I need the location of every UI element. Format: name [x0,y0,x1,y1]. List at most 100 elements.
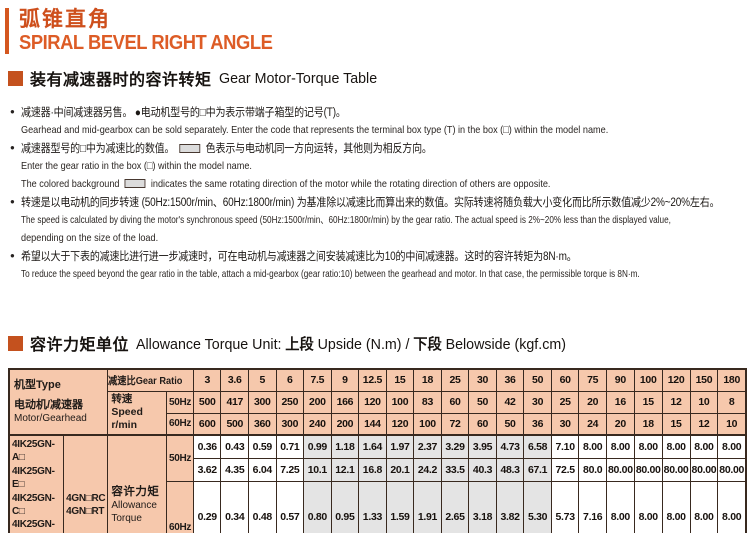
speed-label-unit: r/min [111,419,138,432]
table-cell: 16 [605,390,635,414]
table-cell: 8.00 [578,434,607,459]
table-cell: 1.64 [358,434,387,459]
table-cell: 2.65 [440,480,470,533]
allowance-torque-label-cn: 容许力矩 [111,485,160,498]
table-cell: 3.95 [468,434,497,459]
table-cell: 83 [413,390,442,414]
table-cell: 1.59 [385,480,415,533]
page-title-en: SPIRAL BEVEL RIGHT ANGLE [19,32,273,54]
table-cell: 80.00 [605,457,635,482]
table-cell: 4.73 [495,434,525,459]
table-cell: 15 [385,368,415,392]
table-cell: 90 [605,368,635,392]
table-cell: 80.00 [661,457,691,482]
table-cell: 30 [523,390,552,414]
table-cell: 8.00 [633,480,663,533]
table-cell: 5 [248,368,277,392]
table-cell: 600 [192,412,222,436]
table-cell: 8.00 [689,434,719,459]
table-cell: 300 [275,412,305,436]
table-cell: 8.00 [605,480,635,533]
table-cell: 1.18 [330,434,360,459]
table-cell: 120 [661,368,691,392]
table-cell: 48.3 [495,457,525,482]
table-cell: 72 [440,412,470,436]
torque-60hz-nm-row: 60Hz 0.29 0.34 0.48 0.57 0.80 0.95 1.33 1.59 1.9… [9,480,747,533]
table-cell: 7.25 [275,457,305,482]
table-cell: 7.5 [303,368,332,392]
table-cell: 417 [220,390,250,414]
table-cell: 0.57 [275,480,305,533]
table-cell: 500 [192,390,222,414]
section-square-icon [8,335,23,351]
table-cell: 15 [633,390,663,414]
table-cell: 8 [717,390,747,414]
speed-label-cn: 转速Speed [111,393,143,419]
table-cell: 5.73 [550,480,580,533]
torque-50hz-kgfcm-row: 3.62 4.35 6.04 7.25 10.1 12.1 16.8 20.1 24.2 33.5… [9,457,747,482]
note-line: ● 减速器·中间减速器另售。 ●电动机型号的□中为表示带端子箱型的记号(T)。 [10,103,744,121]
note-text: 希望以大于下表的减速比进行进一步减速时，可在电动机与减速器之间安装减速比为10的… [21,251,577,263]
table-cell: 166 [330,390,360,414]
allowance-torque-label-cell: 容许力矩 Allowance Torque [107,433,168,533]
bullet-icon: ● [10,143,15,152]
table-cell: 80.0 [578,457,607,482]
table-cell: 15 [661,412,691,436]
speed-label-cell: 转速Speed r/min [107,390,168,436]
colored-background-swatch [124,179,146,188]
table-cell: 60 [468,412,497,436]
table-cell: 8.00 [717,434,747,459]
table-cell: 0.99 [303,434,332,459]
table-cell: 150 [689,368,719,392]
note-line: Enter the gear ratio in the box (□) with… [10,157,744,175]
table-cell: 50 [523,368,552,392]
table-cell: 50 [468,390,497,414]
table-cell: 500 [220,412,250,436]
table-cell: 7.10 [550,434,580,459]
table-cell: 12.5 [358,368,387,392]
table-cell: 180 [717,368,747,392]
table-cell: 0.48 [248,480,277,533]
motor-model: 4IK25GN-H□ [12,519,55,533]
section-heading-unit: 容许力矩单位 Allowance Torque Unit: 上段 Upside (N… [8,331,589,355]
table-cell: 3.62 [192,457,222,482]
table-cell: 6 [275,368,305,392]
page-title-cn: 弧锥直角 [19,8,111,31]
table-cell: 6.04 [248,457,277,482]
section-heading-torque-table: 装有减速器时的容许转矩 Gear Motor-Torque Table [8,66,385,90]
table-cell: 200 [303,390,332,414]
table-cell: 8.00 [689,480,719,533]
table-cell: 36 [495,368,525,392]
note-text: To reduce the speed beyond the gear rati… [21,268,640,280]
table-cell: 0.80 [303,480,332,533]
note-line: ● 减速器型号的□中为减速比的数值。 色表示与电动机同一方向运转，其他则为相反方向。 [10,139,744,157]
table-cell: 42 [495,390,525,414]
table-cell: 360 [248,412,277,436]
table-cell: 60 [440,390,470,414]
gear-ratio-label: 减速比Gear Ratio [108,374,183,387]
table-cell: 1.91 [413,480,442,533]
table-cell: 9 [330,368,360,392]
hz-60-label: 60Hz [166,412,194,436]
table-cell: 75 [578,368,607,392]
page-title-block: 弧锥直角 SPIRAL BEVEL RIGHT ANGLE [5,8,294,54]
corner-motor-label-cn: 电动机/减速器 [14,399,84,411]
table-cell: 200 [330,412,360,436]
motor-models-cell: 4IK25GN-A□ 4IK25GN-E□ 4IK25GN-C□ 4IK25GN… [8,433,65,533]
note-line: ● 希望以大于下表的减速比进行进一步减速时，可在电动机与减速器之间安装减速比为10… [10,247,744,265]
torque-hz-60-label: 60Hz [166,480,194,533]
bullet-icon: ● [10,197,15,206]
table-cell: 10 [717,412,747,436]
gearhead-model: 4GN□RC [66,493,106,505]
unit-heading-en: Allowance Torque Unit: 上段 Upside (N.m) / 下段… [136,333,566,354]
table-cell: 3.6 [220,368,250,392]
note-text: 减速器型号的□中为减速比的数值。 色表示与电动机同一方向运转，其他则为相反方向。 [21,140,432,158]
motor-model: 4IK25GN-A□ [12,439,55,464]
note-text-segment: 色表示与电动机同一方向运转，其他则为相反方向。 [205,143,432,155]
torque-hz-50-label: 50Hz [166,434,194,482]
table-cell: 24 [578,412,607,436]
note-line: ● 转速是以电动机的同步转速 (50Hz:1500r/min、60Hz:1800r… [10,193,744,211]
note-text: 减速器·中间减速器另售。 ●电动机型号的□中为表示带端子箱型的记号(T)。 [21,107,346,119]
table-cell: 16.8 [358,457,387,482]
table-cell: 300 [248,390,277,414]
